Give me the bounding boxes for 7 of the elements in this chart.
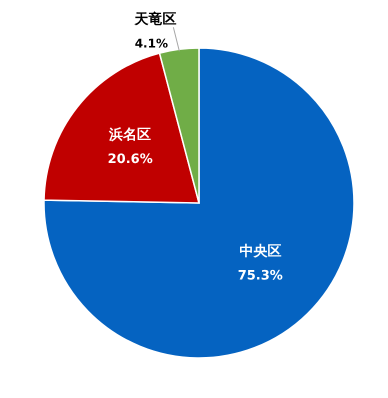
pie-slice [43,47,355,359]
slice-label: 天竜区 [133,10,176,28]
data-label: 75.3% [238,268,283,284]
slice-label: 中央区 [239,243,282,260]
data-label: 20.6% [108,152,153,167]
data-label: 4.1% [134,36,168,50]
slice-label: 浜名区 [108,126,152,143]
